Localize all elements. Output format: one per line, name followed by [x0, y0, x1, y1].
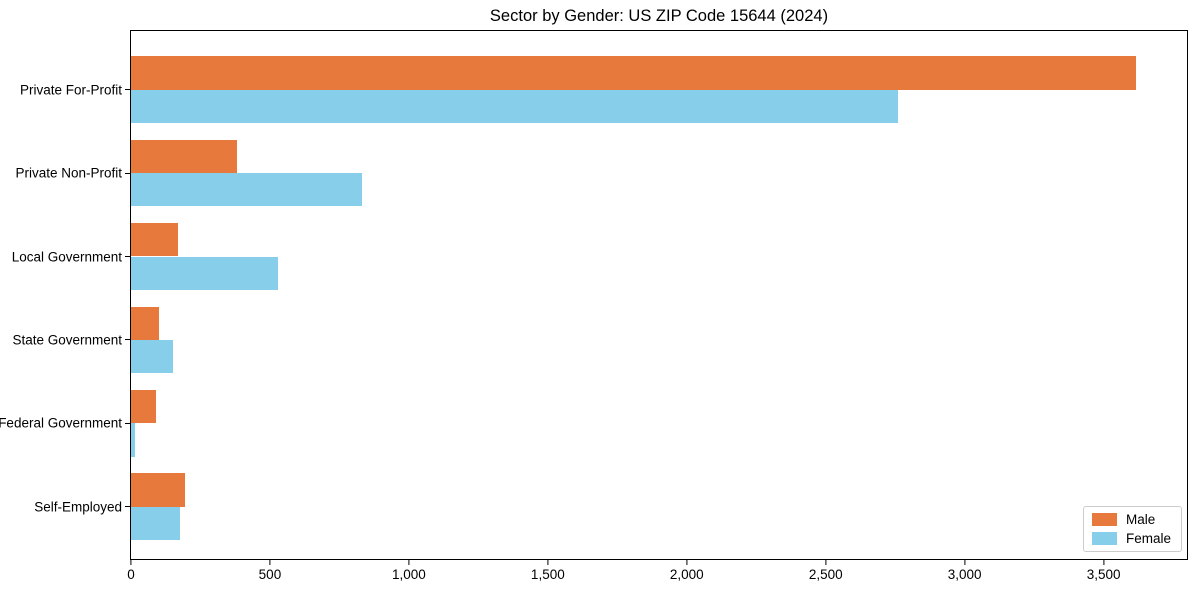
- y-axis-category-label: Self-Employed: [34, 498, 122, 514]
- x-axis-tick-label: 1,000: [391, 567, 426, 582]
- x-tick: [964, 560, 966, 565]
- bar-male-5: [131, 389, 156, 424]
- x-axis-tick-label: 500: [258, 567, 282, 582]
- x-axis-tick-label: 1,500: [530, 567, 565, 582]
- x-tick: [269, 560, 271, 565]
- legend-swatch-male: [1091, 513, 1117, 527]
- x-tick: [825, 560, 827, 565]
- legend: Male Female: [1082, 506, 1182, 552]
- y-tick: [125, 172, 130, 174]
- y-tick: [125, 255, 130, 258]
- chart-title: Sector by Gender: US ZIP Code 15644 (202…: [489, 7, 829, 25]
- x-axis-tick-label: 3,500: [1086, 567, 1121, 582]
- y-axis-category-label: Private Non-Profit: [15, 165, 122, 181]
- bar-female-4: [131, 339, 173, 374]
- y-tick: [125, 89, 130, 91]
- x-tick: [130, 560, 132, 565]
- bar-male-1: [131, 56, 1136, 90]
- bar-male-3: [131, 223, 179, 257]
- legend-label: Male: [1125, 512, 1156, 527]
- x-tick: [686, 560, 688, 565]
- bar-male-4: [131, 306, 159, 340]
- legend-swatch-female: [1091, 531, 1117, 545]
- legend-label: Female: [1125, 530, 1171, 546]
- y-tick: [125, 506, 130, 508]
- y-tick: [125, 422, 130, 424]
- bar-female-5: [131, 423, 136, 457]
- bar-male-6: [131, 473, 186, 507]
- bar-female-2: [131, 173, 362, 207]
- legend-entry: Male: [1091, 512, 1171, 527]
- x-axis-tick-label: 2,500: [808, 567, 843, 582]
- plot-area: Male Female Private For-Profit Private Non…: [0, 30, 1188, 581]
- x-tick: [547, 560, 549, 565]
- bar-female-3: [131, 256, 279, 290]
- y-axis-category-label: Federal Government: [0, 415, 122, 431]
- x-tick: [408, 560, 410, 565]
- y-tick: [125, 339, 130, 341]
- bar-male-2: [131, 139, 237, 174]
- x-tick: [1103, 560, 1105, 565]
- x-axis-tick-label: 3,000: [947, 567, 982, 582]
- x-axis-tick-label: 0: [127, 567, 135, 582]
- y-axis-category-label: State Government: [12, 332, 122, 348]
- y-axis-category-label: Private For-Profit: [19, 82, 122, 98]
- y-axis-category-label: Local Government: [11, 248, 122, 264]
- bar-female-6: [131, 506, 180, 540]
- legend-entry: Female: [1091, 530, 1171, 546]
- x-axis-tick-label: 2,000: [669, 567, 704, 582]
- bar-female-1: [131, 89, 898, 124]
